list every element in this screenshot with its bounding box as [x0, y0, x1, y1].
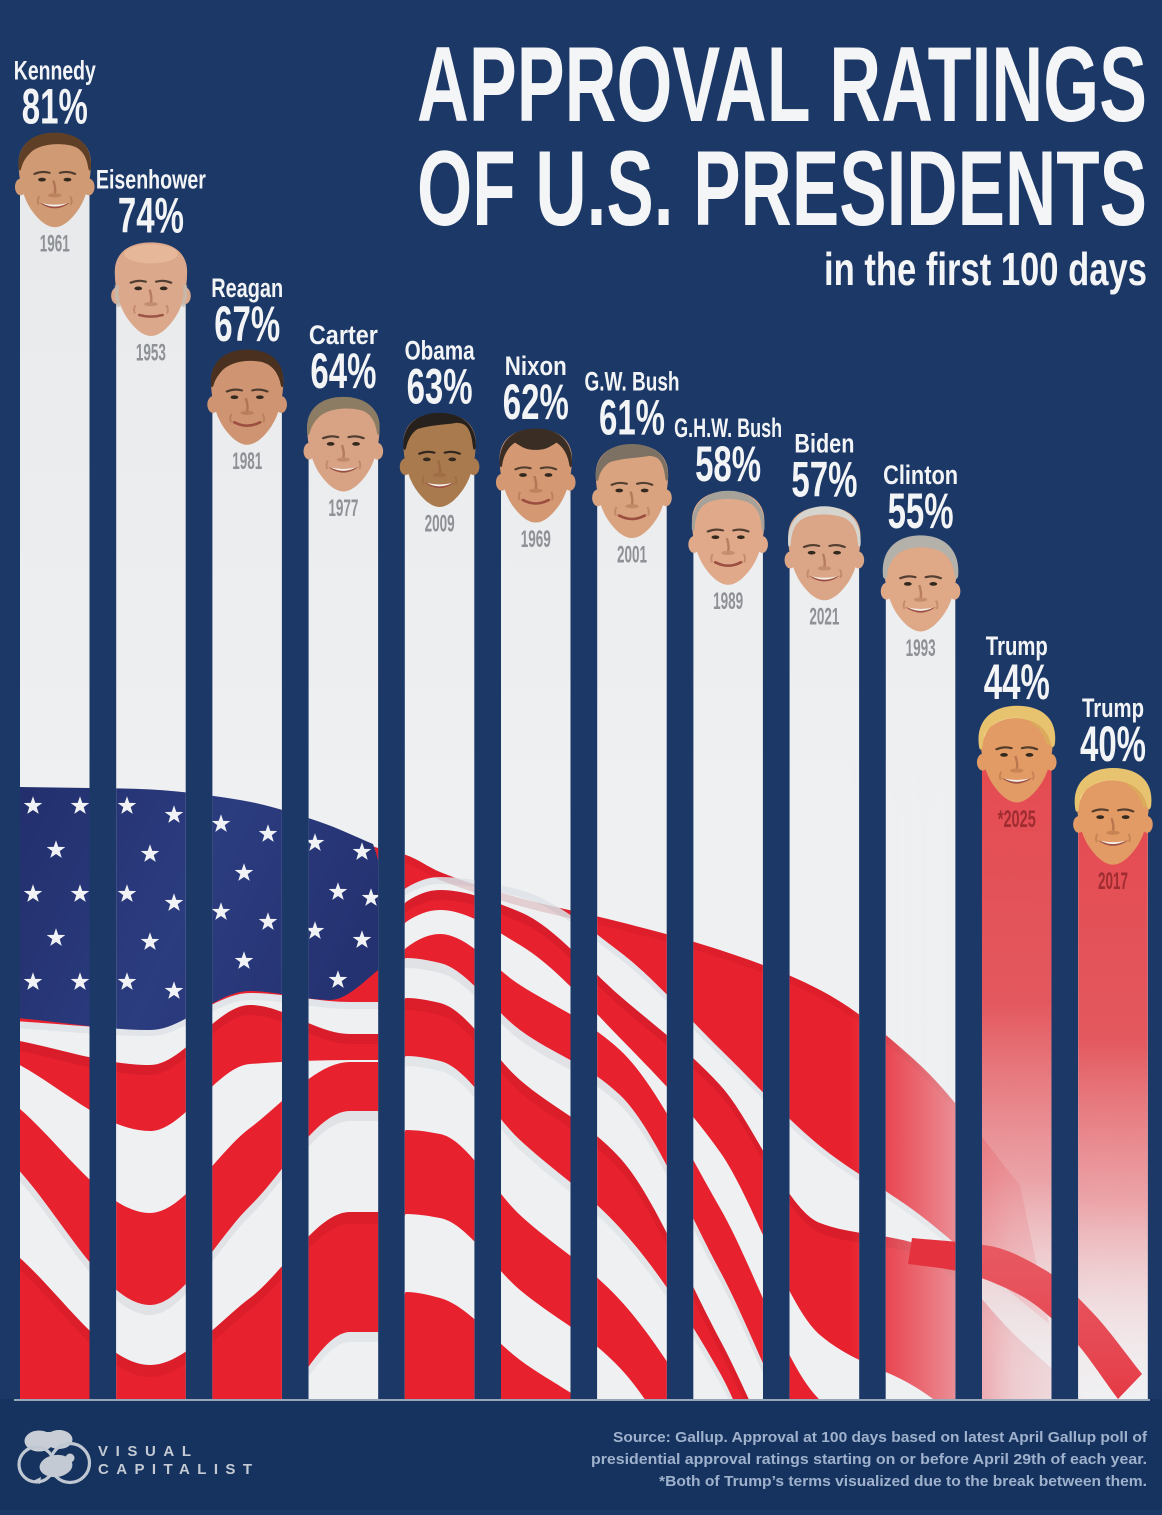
- svg-text:1989: 1989: [713, 588, 743, 615]
- svg-text:Trump: Trump: [986, 631, 1048, 661]
- svg-text:CAPITALIST: CAPITALIST: [98, 1461, 256, 1478]
- svg-text:40%: 40%: [1080, 716, 1146, 772]
- svg-text:Nixon: Nixon: [505, 351, 567, 381]
- svg-text:presidential approval ratings: presidential approval ratings starting o…: [591, 1451, 1147, 1468]
- svg-text:1953: 1953: [136, 339, 166, 366]
- svg-text:Source: Gallup. Approval at 10: Source: Gallup. Approval at 100 days bas…: [613, 1429, 1148, 1446]
- svg-text:1969: 1969: [521, 526, 551, 553]
- svg-text:Eisenhower: Eisenhower: [96, 164, 206, 194]
- svg-text:2021: 2021: [809, 604, 839, 631]
- svg-text:1981: 1981: [232, 448, 262, 475]
- svg-text:62%: 62%: [503, 374, 569, 430]
- svg-text:Obama: Obama: [405, 335, 476, 365]
- svg-text:in the first 100 days: in the first 100 days: [824, 243, 1147, 295]
- svg-text:Reagan: Reagan: [211, 273, 283, 303]
- svg-text:1977: 1977: [328, 495, 358, 522]
- svg-text:2017: 2017: [1098, 868, 1128, 895]
- svg-text:G.H.W. Bush: G.H.W. Bush: [674, 413, 782, 443]
- svg-text:44%: 44%: [984, 654, 1050, 710]
- svg-text:*Both of Trump’s terms visuali: *Both of Trump’s terms visualized due to…: [659, 1473, 1147, 1490]
- svg-text:Biden: Biden: [794, 429, 854, 459]
- svg-text:2001: 2001: [617, 541, 647, 568]
- svg-text:Trump: Trump: [1082, 693, 1144, 723]
- svg-text:2009: 2009: [425, 510, 455, 537]
- svg-text:VISUAL: VISUAL: [98, 1443, 195, 1460]
- svg-text:G.W. Bush: G.W. Bush: [585, 366, 680, 396]
- svg-text:81%: 81%: [22, 79, 88, 135]
- svg-text:57%: 57%: [791, 452, 857, 508]
- svg-text:1993: 1993: [906, 635, 936, 662]
- svg-text:74%: 74%: [118, 187, 184, 243]
- svg-text:*2025: *2025: [998, 806, 1036, 833]
- svg-text:1961: 1961: [40, 231, 70, 258]
- svg-text:64%: 64%: [310, 343, 376, 399]
- svg-text:63%: 63%: [407, 358, 473, 414]
- svg-text:Kennedy: Kennedy: [14, 56, 96, 86]
- svg-text:OF U.S. PRESIDENTS: OF U.S. PRESIDENTS: [417, 128, 1147, 248]
- svg-text:APPROVAL RATINGS: APPROVAL RATINGS: [417, 24, 1147, 144]
- svg-text:Carter: Carter: [309, 320, 378, 350]
- svg-text:58%: 58%: [695, 436, 761, 492]
- svg-text:67%: 67%: [214, 296, 280, 352]
- svg-text:61%: 61%: [599, 389, 665, 445]
- svg-text:Clinton: Clinton: [883, 460, 958, 490]
- svg-text:55%: 55%: [888, 483, 954, 539]
